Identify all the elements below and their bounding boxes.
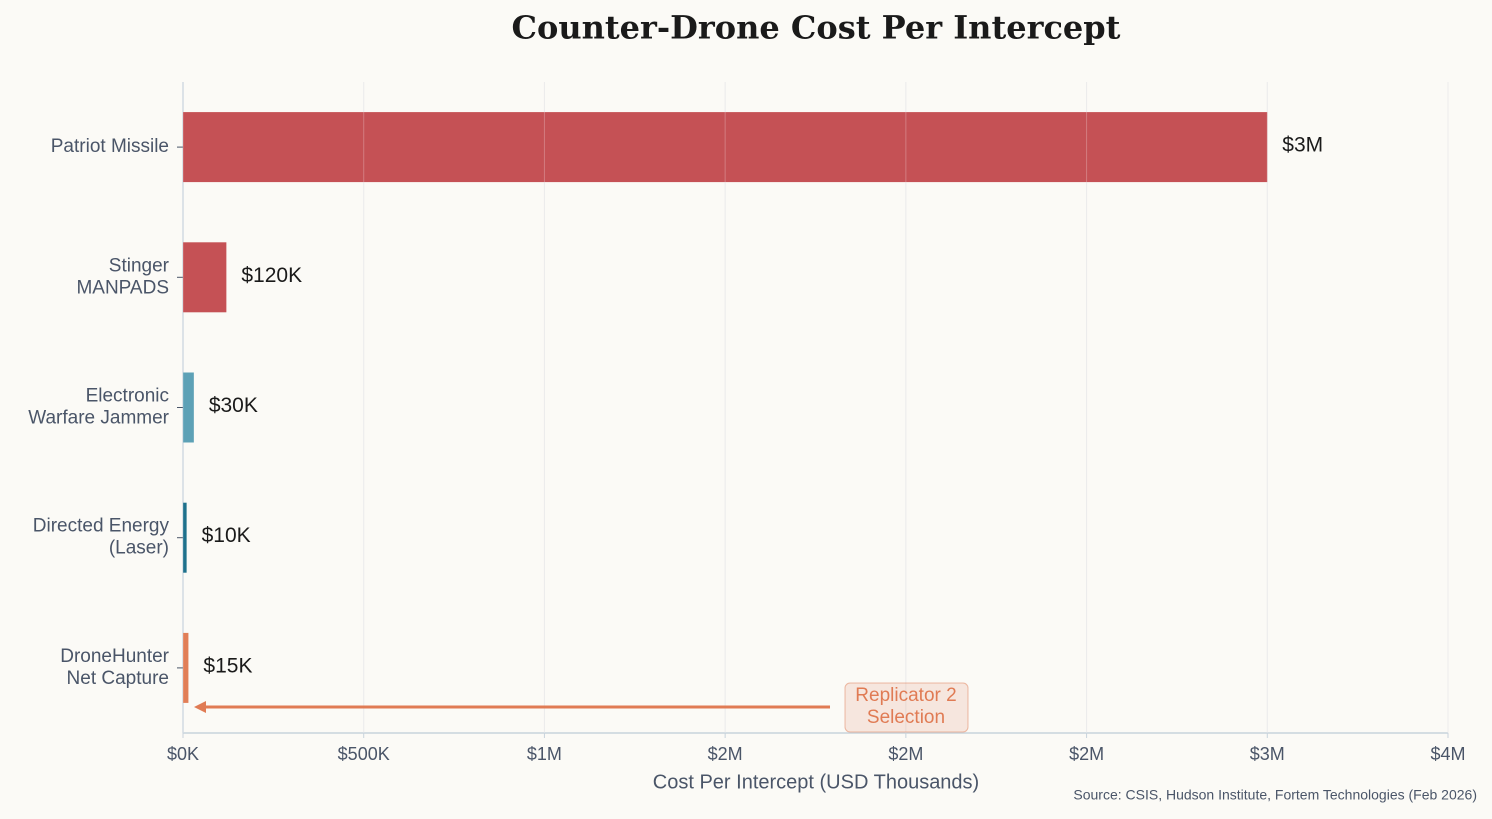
- x-tick-label: $1M: [527, 744, 562, 764]
- bar: [183, 632, 189, 703]
- bar: [183, 502, 187, 573]
- annotation-box: [844, 682, 969, 733]
- x-tick-label: $2M: [708, 744, 743, 764]
- value-label: $15K: [203, 654, 252, 677]
- bar: [183, 112, 1268, 183]
- value-label: $3M: [1282, 134, 1323, 157]
- source-note: Source: CSIS, Hudson Institute, Fortem T…: [1073, 787, 1477, 803]
- value-label: $120K: [241, 264, 302, 287]
- y-tick-label: Stinger MANPADS: [76, 255, 169, 298]
- y-tick-label: Electronic Warfare Jammer: [28, 386, 169, 429]
- bar: [183, 372, 194, 443]
- x-axis-label: Cost Per Intercept (USD Thousands): [653, 771, 979, 793]
- value-label: $10K: [202, 524, 251, 547]
- x-tick-label: $500K: [338, 744, 390, 764]
- arrow-head: [194, 701, 206, 713]
- bar: [183, 242, 227, 313]
- x-tick-label: $4M: [1430, 744, 1465, 764]
- y-tick-label: Patriot Missile: [51, 136, 169, 157]
- y-tick-label: DroneHunter Net Capture: [60, 646, 169, 689]
- y-tick-label: Directed Energy (Laser): [33, 516, 170, 559]
- x-tick-label: $3M: [1250, 744, 1285, 764]
- annotation-text: Replicator 2 Selection: [855, 685, 956, 728]
- x-tick-label: $0K: [167, 744, 199, 764]
- x-tick-label: $2M: [1069, 744, 1104, 764]
- x-tick-label: $2M: [888, 744, 923, 764]
- value-label: $30K: [209, 394, 258, 417]
- chart-title: Counter-Drone Cost Per Intercept: [512, 9, 1121, 47]
